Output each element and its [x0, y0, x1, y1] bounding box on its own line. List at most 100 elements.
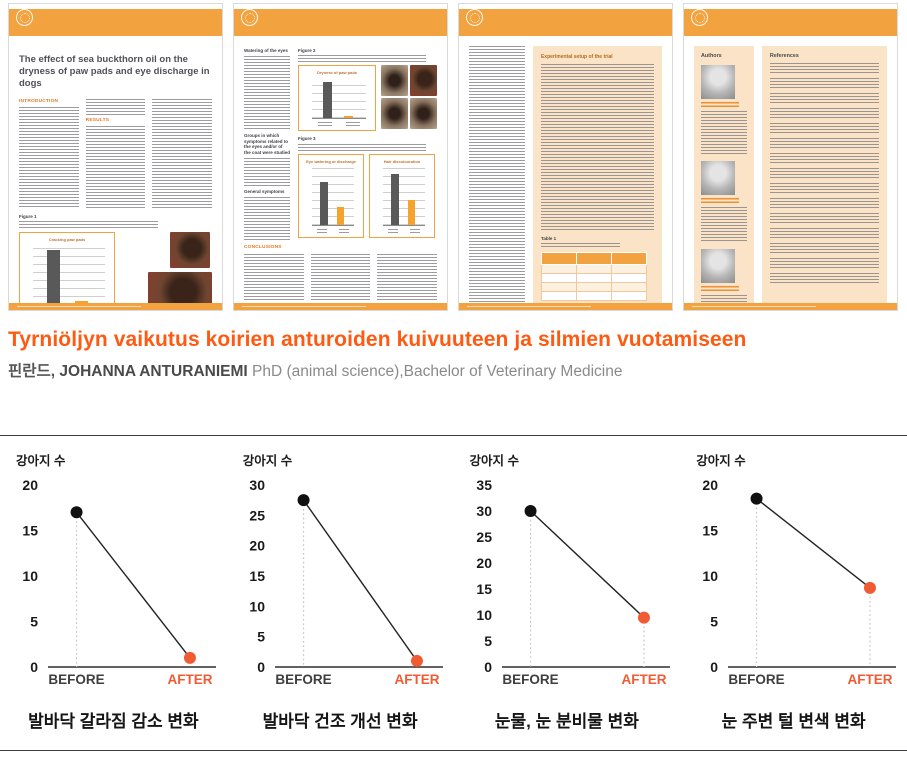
author-name-skeleton — [701, 286, 739, 292]
paper-page-2: Watering of the eyes Groups in which sym… — [233, 3, 448, 311]
authors-box: Authors — [694, 46, 754, 310]
svg-text:BEFORE: BEFORE — [275, 672, 331, 687]
svg-text:5: 5 — [30, 614, 38, 630]
svg-text:25: 25 — [476, 529, 492, 545]
svg-text:0: 0 — [484, 659, 492, 675]
y-axis-label: 강아지 수 — [16, 454, 66, 468]
paper-page-footer — [684, 303, 897, 310]
bar-after — [343, 116, 354, 119]
author-name-skeleton — [701, 102, 739, 108]
paper-page-4: Authors References — [683, 3, 898, 311]
figure2-label: Figure 2 — [298, 48, 316, 53]
author-photo — [701, 65, 735, 99]
paper-thumbnails-row: The effect of sea buckthorn oil on the d… — [8, 3, 898, 311]
journal-logo-icon — [16, 9, 33, 26]
svg-text:15: 15 — [22, 523, 38, 539]
y-axis-label: 강아지 수 — [242, 454, 293, 468]
svg-text:20: 20 — [249, 538, 265, 554]
bar-before — [391, 173, 399, 225]
chart-title: 눈 주변 털 변색 변화 — [721, 712, 866, 731]
svg-text:BEFORE: BEFORE — [48, 672, 104, 687]
author-name-skeleton — [701, 198, 739, 204]
mini-bar-chart-eye: Eye watering or discharge — [298, 153, 364, 238]
section-divider-top — [0, 435, 907, 436]
body-text-skeleton — [377, 253, 438, 300]
slope-charts-row: 강아지 수 0 5 10 15 20 BEFORE AFTER 발바닥 갈라짐 감소 변화 … — [0, 436, 907, 732]
study-subtitle: 핀란드, JOHANNA ANTURANIEMI PhD (animal sci… — [8, 359, 898, 381]
author-photo — [701, 249, 735, 283]
svg-text:AFTER: AFTER — [848, 672, 893, 687]
section-heading-conclusions: CONCLUSIONS — [244, 245, 282, 250]
mini-chart-title: Eye watering or discharge — [306, 158, 356, 164]
svg-text:15: 15 — [249, 568, 265, 584]
svg-text:10: 10 — [476, 607, 492, 623]
heading-general: General symptoms — [244, 188, 285, 194]
paper-page-header — [234, 9, 447, 36]
paper-page-footer — [234, 303, 447, 310]
svg-text:5: 5 — [710, 614, 718, 630]
country-label: 핀란드, — [8, 363, 56, 380]
bar-before — [47, 249, 60, 306]
paper-page-footer — [459, 303, 672, 310]
body-text-skeleton — [244, 197, 290, 240]
svg-text:20: 20 — [476, 555, 492, 571]
slope-chart-svg: 0 5 10 15 20 25 30 BEFORE AFTER — [249, 477, 443, 687]
svg-text:0: 0 — [30, 659, 38, 675]
body-text-skeleton — [85, 98, 146, 115]
author-credentials: PhD (animal science),Bachelor of Veterin… — [252, 363, 623, 380]
heading-references: References — [769, 53, 799, 59]
slope-chart-eye-discharge: 강아지 수 0 5 10 15 20 25 30 35 BEFORE AFTER 눈물, 눈 분비… — [454, 436, 681, 732]
svg-text:20: 20 — [703, 477, 719, 493]
table-caption-skeleton — [540, 243, 621, 250]
bar-after — [336, 207, 344, 225]
body-text-skeleton — [310, 253, 371, 300]
paper-title: The effect of sea buckthorn oil on the d… — [19, 54, 210, 89]
slope-chart-paw-dryness: 강아지 수 0 5 10 15 20 25 30 BEFORE AFTER 발바닥 건조 개선 … — [227, 436, 454, 732]
svg-text:AFTER: AFTER — [167, 672, 212, 687]
mini-bar-chart-dryness: Dryness of paw pads — [298, 65, 376, 132]
heading-authors: Authors — [701, 53, 722, 59]
author-bio-skeleton — [701, 207, 747, 243]
figure-photos — [120, 232, 212, 310]
svg-text:20: 20 — [22, 477, 38, 493]
svg-text:5: 5 — [484, 633, 492, 649]
paper-page-header — [9, 9, 222, 36]
svg-text:5: 5 — [257, 629, 265, 645]
paper-page-3: Experimental setup of the trial Table 1 — [458, 3, 673, 311]
svg-text:30: 30 — [249, 477, 265, 493]
svg-text:15: 15 — [476, 581, 492, 597]
mini-bar-chart-cracking: Cracking paw pads — [19, 232, 115, 310]
heading-setup: Experimental setup of the trial — [540, 54, 613, 60]
paper-page-footer — [9, 303, 222, 310]
body-text-skeleton — [244, 157, 290, 186]
body-text-skeleton — [244, 253, 304, 300]
figure-caption-skeleton — [298, 143, 426, 151]
figure-caption-skeleton — [19, 221, 158, 229]
svg-text:BEFORE: BEFORE — [502, 672, 558, 687]
figure-photos — [381, 65, 437, 130]
mini-chart-title: Hair discolouration — [383, 158, 421, 164]
slope-chart-svg: 0 5 10 15 20 BEFORE AFTER — [703, 477, 897, 687]
svg-text:30: 30 — [476, 503, 492, 519]
paper-page-header — [684, 9, 897, 36]
svg-text:35: 35 — [476, 477, 492, 493]
y-axis-label: 강아지 수 — [469, 454, 519, 468]
body-text-skeleton — [469, 46, 525, 310]
author-photo — [701, 161, 735, 195]
chart-title: 발바닥 갈라짐 감소 변화 — [28, 712, 199, 731]
paw-photo — [170, 232, 210, 269]
svg-text:15: 15 — [703, 523, 719, 539]
journal-logo-icon — [691, 9, 708, 26]
figure-caption-skeleton — [298, 55, 426, 63]
headline-block: Tyrniöljyn vaikutus koirien anturoiden k… — [8, 328, 898, 381]
table1-label: Table 1 — [540, 236, 557, 241]
slope-chart-svg: 0 5 10 15 20 25 30 35 BEFORE AFTER — [476, 477, 670, 687]
mini-bar-chart-hair: Hair discolouration — [369, 153, 435, 238]
slope-chart-hair-discolouration: 강아지 수 0 5 10 15 20 BEFORE AFTER 눈 주변 털 변색 변화 — [680, 436, 907, 732]
section-heading-results: RESULTS — [85, 117, 110, 123]
experimental-setup-box: Experimental setup of the trial Table 1 — [532, 46, 662, 310]
section-heading-introduction: INTRODUCTION — [19, 98, 59, 104]
chart-title: 발바닥 건조 개선 변화 — [262, 712, 418, 731]
svg-text:AFTER: AFTER — [394, 672, 439, 687]
figure3-label: Figure 3 — [298, 136, 316, 142]
